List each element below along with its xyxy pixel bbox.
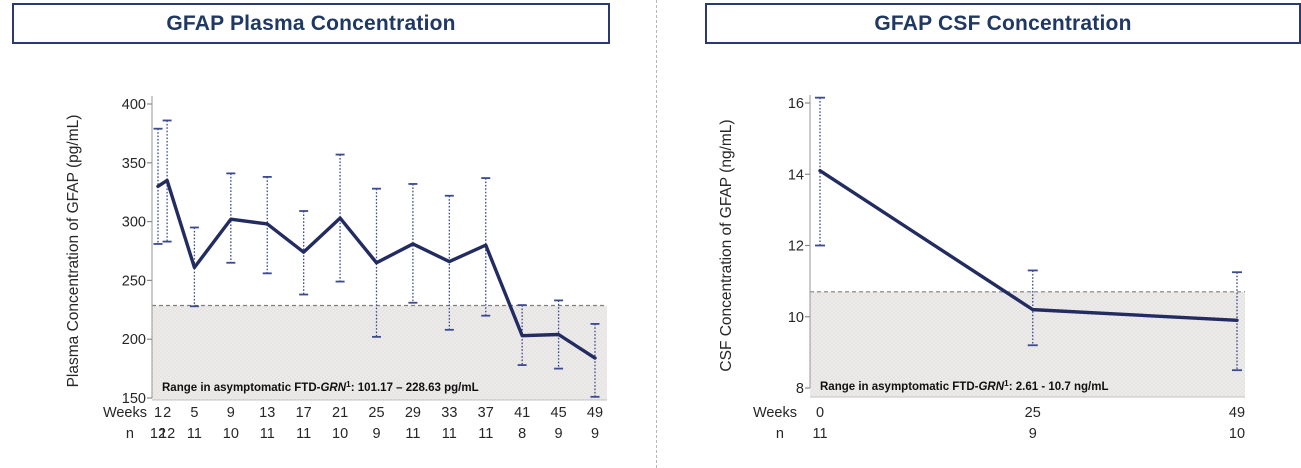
plasma-chart-title-box: GFAP Plasma Concentration [12,3,610,44]
x-axis-week-label: 25 [1025,405,1041,421]
x-axis-n-value: 9 [591,426,599,442]
panel-divider [656,0,657,468]
x-axis-week-label: 5 [190,405,198,421]
x-axis-n-value: 12 [159,426,175,442]
x-axis-week-label: 1 [154,405,162,421]
csf-chart-svg: 16 14 12 10 8 CSF Concentration of GFAP (ng/m… [718,95,1245,442]
y-axis: 400 350 300 250 200 150 [122,96,153,407]
y-axis-tick-label: 10 [788,310,804,326]
y-axis-title: Plasma Concentration of GFAP (pg/mL) [65,115,82,388]
x-axis-week-label: 25 [368,405,384,421]
plasma-chart-svg: 400 350 300 250 200 150 Plasma Concentration o… [65,96,607,442]
plasma-chart-title: GFAP Plasma Concentration [166,11,456,35]
x-axis-weeks-row: Weeks 1 2 5 9 13 17 21 25 29 33 37 41 45 49 [103,405,603,421]
y-axis-tick-label: 12 [788,239,804,255]
x-axis-n-value: 11 [187,426,202,442]
x-axis-n-value: 9 [555,426,563,442]
reference-range-annotation: Range in asymptomatic FTD-GRN1: 2.61 - 1… [820,378,1108,393]
x-axis-n-value: 11 [442,426,457,442]
x-axis-week-label: 13 [259,405,275,421]
x-axis-n-value: 8 [518,426,526,442]
y-axis-tick-label: 150 [122,391,146,407]
y-axis-tick-label: 400 [122,97,146,113]
x-axis-week-label: 9 [227,405,235,421]
data-line [156,178,597,360]
x-axis-n-value: 11 [812,426,827,442]
reference-range-band [810,291,1245,397]
y-axis: 16 14 12 10 8 [788,95,811,397]
x-axis-week-label: 2 [163,405,171,421]
x-axis-week-label: 49 [587,405,603,421]
x-axis-n-value: 11 [478,426,493,442]
x-axis-weeks-row: Weeks 0 25 49 [753,405,1245,421]
x-axis-n-value: 10 [332,426,348,442]
x-axis-n-row: n 11 9 10 [776,426,1245,442]
x-axis-n-value: 9 [372,426,380,442]
x-axis-week-label: 45 [551,405,567,421]
y-axis-tick-label: 250 [122,273,146,289]
x-axis-week-label: 41 [514,405,530,421]
reference-range-annotation: Range in asymptomatic FTD-GRN1: 101.17 –… [162,379,479,394]
x-axis-weeks-header: Weeks [103,405,147,421]
x-axis-n-header: n [126,426,134,442]
x-axis-week-label: 29 [405,405,421,421]
csf-chart-title: GFAP CSF Concentration [874,11,1132,35]
x-axis-week-label: 37 [478,405,494,421]
y-axis-tick-label: 200 [122,332,146,348]
y-axis-tick-label: 8 [796,381,804,397]
y-axis-tick-label: 300 [122,215,146,231]
x-axis-week-label: 33 [441,405,457,421]
csf-chart-title-box: GFAP CSF Concentration [705,3,1301,44]
x-axis-n-value: 10 [1229,426,1245,442]
y-axis-tick-label: 16 [788,96,804,112]
x-axis-n-value: 11 [260,426,275,442]
x-axis-week-label: 49 [1229,405,1245,421]
x-axis-week-label: 0 [816,405,824,421]
x-axis-week-label: 17 [296,405,312,421]
x-axis-n-value: 12 [150,426,166,442]
x-axis-n-value: 11 [296,426,311,442]
x-axis-n-value: 11 [405,426,420,442]
reference-range-band [152,305,607,400]
x-axis-week-label: 21 [332,405,348,421]
x-axis-n-header: n [776,426,784,442]
y-axis-tick-label: 14 [788,167,804,183]
y-axis-tick-label: 350 [122,156,146,172]
x-axis-n-value: 9 [1029,426,1037,442]
x-axis-weeks-header: Weeks [753,405,797,421]
data-line [818,168,1239,323]
y-axis-title: CSF Concentration of GFAP (ng/mL) [718,119,735,371]
x-axis-n-value: 10 [223,426,239,442]
